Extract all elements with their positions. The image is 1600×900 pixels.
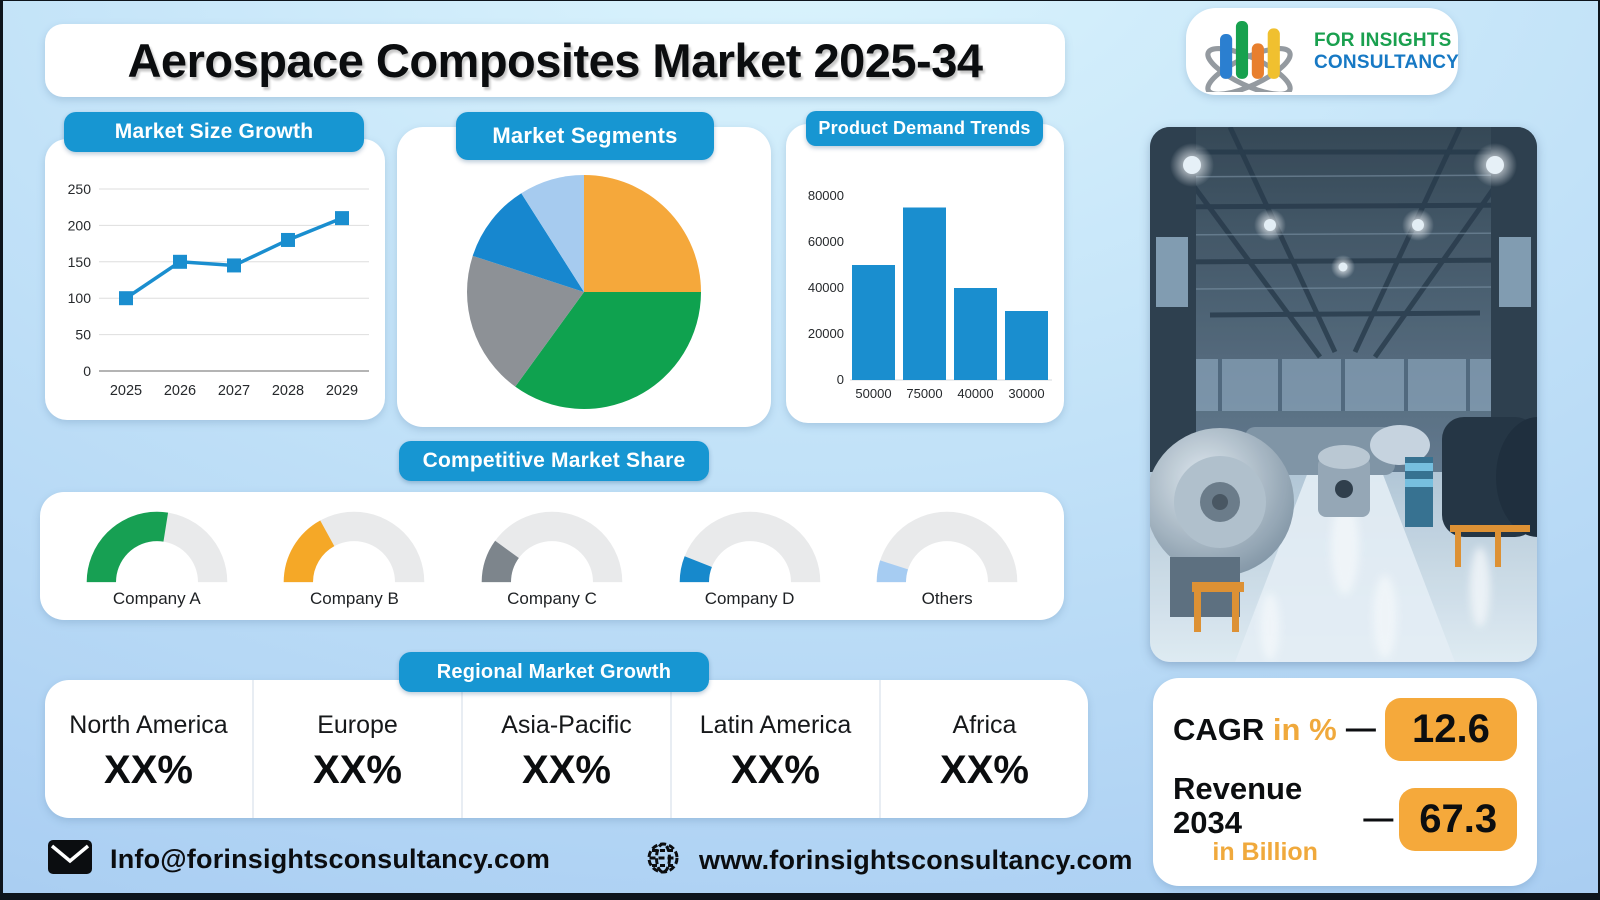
- revenue-label: Revenue 2034 in Billion: [1173, 772, 1357, 866]
- cagr-value-badge: 12.6: [1384, 697, 1517, 761]
- region-africa: Africa XX%: [881, 680, 1088, 818]
- svg-text:60000: 60000: [808, 234, 844, 249]
- svg-text:40000: 40000: [957, 386, 993, 401]
- slice-green: [515, 292, 701, 409]
- svg-text:30000: 30000: [1008, 386, 1044, 401]
- title-card: Aerospace Composites Market 2025-34: [45, 24, 1065, 97]
- region-latin-america: Latin America XX%: [672, 680, 881, 818]
- brand-line1: FOR INSIGHTS: [1314, 30, 1452, 52]
- svg-text:2027: 2027: [218, 383, 250, 399]
- gauge-label: Company B: [309, 589, 399, 608]
- brand-logo: FOR INSIGHTS CONSULTANCY: [1186, 6, 1459, 97]
- svg-text:100: 100: [68, 290, 92, 306]
- gauge-others: Others: [857, 504, 1037, 609]
- svg-text:2026: 2026: [164, 383, 196, 399]
- revenue-row: Revenue 2034 in Billion — 67.3: [1173, 772, 1517, 866]
- website-text: www.forinsightsconsultancy.com: [699, 845, 1133, 875]
- region-asia-pacific: Asia-Pacific XX%: [463, 680, 672, 818]
- product-demand-bar-chart: 0 20000 40000 60000 80000 50000 75000 40000 3000…: [808, 188, 1052, 401]
- gauge-company-a: Company A: [67, 504, 247, 609]
- svg-text:2028: 2028: [272, 383, 304, 399]
- svg-text:75000: 75000: [906, 386, 942, 401]
- revenue-sub-text: in Billion: [1212, 838, 1318, 867]
- gauge-label: Company D: [704, 589, 795, 608]
- region-value: XX%: [940, 748, 1029, 792]
- svg-text:2029: 2029: [326, 383, 358, 399]
- svg-text:150: 150: [68, 254, 92, 270]
- footer-website: www.forinsightsconsultancy.com: [645, 840, 1133, 881]
- factory-photo-illustration: [1150, 127, 1537, 662]
- cagr-label-text: CAGR: [1173, 711, 1265, 747]
- section-header-market-size-growth: Market Size Growth: [64, 112, 364, 152]
- market-size-growth-card: 0 50 100 150 200 250 2025 2026 2027 2028 2029: [45, 139, 385, 420]
- svg-text:0: 0: [83, 363, 91, 379]
- bar-chart-swoosh-icon: [1190, 6, 1308, 97]
- cagr-dash: —: [1345, 712, 1376, 746]
- region-value: XX%: [731, 748, 820, 792]
- svg-text:50: 50: [75, 327, 91, 343]
- region-name: North America: [69, 711, 228, 739]
- revenue-label-text: Revenue 2034: [1173, 771, 1303, 840]
- cagr-row: CAGR in % — 12.6: [1173, 697, 1517, 761]
- region-value: XX%: [522, 748, 611, 792]
- revenue-value-badge: 67.3: [1399, 787, 1517, 851]
- gauge-company-c: Company C: [462, 504, 642, 609]
- svg-text:0: 0: [837, 372, 844, 387]
- brand-line2: CONSULTANCY: [1314, 51, 1460, 73]
- page-title: Aerospace Composites Market 2025-34: [127, 34, 983, 87]
- competitive-market-share-card: Company A Company B Company C Company D Othe…: [40, 492, 1064, 620]
- gauge-label: Company A: [112, 589, 201, 608]
- email-text: Info@forinsightsconsultancy.com: [110, 844, 551, 874]
- region-name: Latin America: [699, 711, 852, 739]
- market-size-line-chart: 0 50 100 150 200 250 2025 2026 2027 2028 2029: [68, 181, 369, 399]
- svg-text:50000: 50000: [855, 386, 891, 401]
- region-europe: Europe XX%: [254, 680, 463, 818]
- slice-orange: [584, 175, 701, 292]
- section-header-market-segments: Market Segments: [456, 112, 714, 160]
- svg-text:80000: 80000: [808, 188, 844, 203]
- gauge-label: Company C: [507, 589, 597, 608]
- slice-gray: [467, 255, 584, 387]
- slice-blue: [472, 193, 584, 292]
- product-demand-trends-card: 0 20000 40000 60000 80000 50000 75000 40000 3000…: [786, 124, 1064, 423]
- region-name: Europe: [317, 711, 398, 739]
- cagr-sub-text: in %: [1272, 711, 1337, 747]
- svg-text:2025: 2025: [110, 383, 142, 399]
- cagr-label: CAGR in %: [1173, 711, 1337, 747]
- gauge-company-d: Company D: [660, 504, 840, 609]
- region-name: Asia-Pacific: [501, 711, 632, 739]
- svg-text:250: 250: [68, 181, 92, 197]
- globe-icon: [645, 840, 681, 881]
- region-value: XX%: [313, 748, 402, 792]
- section-header-competitive-market-share: Competitive Market Share: [399, 441, 709, 481]
- regional-market-growth-card: North America XX% Europe XX% Asia-Pacific XX%…: [45, 680, 1088, 818]
- svg-text:20000: 20000: [808, 326, 844, 341]
- revenue-dash: —: [1363, 802, 1394, 836]
- svg-text:200: 200: [68, 217, 92, 233]
- svg-text:40000: 40000: [808, 280, 844, 295]
- section-header-product-demand-trends: Product Demand Trends: [806, 111, 1043, 146]
- region-name: Africa: [952, 711, 1017, 739]
- gauge-company-b: Company B: [264, 504, 444, 609]
- region-value: XX%: [104, 748, 193, 792]
- brand-name: FOR INSIGHTS CONSULTANCY: [1314, 30, 1459, 73]
- market-segments-pie-chart: [467, 175, 701, 409]
- email-icon: [48, 840, 92, 879]
- section-header-regional-market-growth: Regional Market Growth: [399, 652, 709, 692]
- footer-email: Info@forinsightsconsultancy.com: [48, 840, 550, 879]
- market-segments-card: [397, 127, 771, 427]
- gauge-label: Others: [921, 589, 973, 608]
- region-north-america: North America XX%: [45, 680, 254, 818]
- key-stats-card: CAGR in % — 12.6 Revenue 2034 in Billion…: [1153, 678, 1537, 886]
- slice-lightblue: [521, 175, 584, 292]
